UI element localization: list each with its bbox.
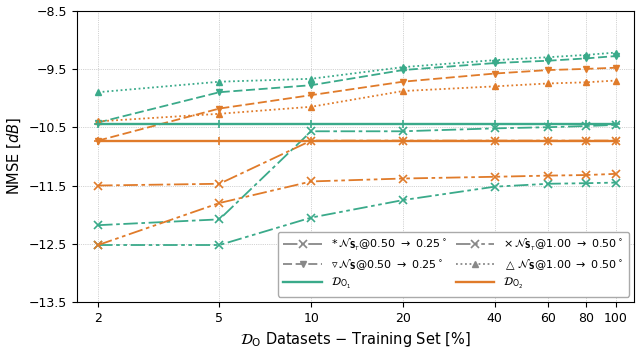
- X-axis label: $\mathcal{D}_{\mathrm{O}}$ Datasets $-$ Training Set [%]: $\mathcal{D}_{\mathrm{O}}$ Datasets $-$ …: [240, 331, 471, 349]
- Y-axis label: NMSE [$dB$]: NMSE [$dB$]: [6, 117, 23, 196]
- Legend: $*\,\mathcal{N}_{\mathbf{S}_T}$@0.50 $\rightarrow$ 0.25$^\circ$, $\triangledown\: $*\,\mathcal{N}_{\mathbf{S}_T}$@0.50 $\r…: [278, 232, 629, 297]
